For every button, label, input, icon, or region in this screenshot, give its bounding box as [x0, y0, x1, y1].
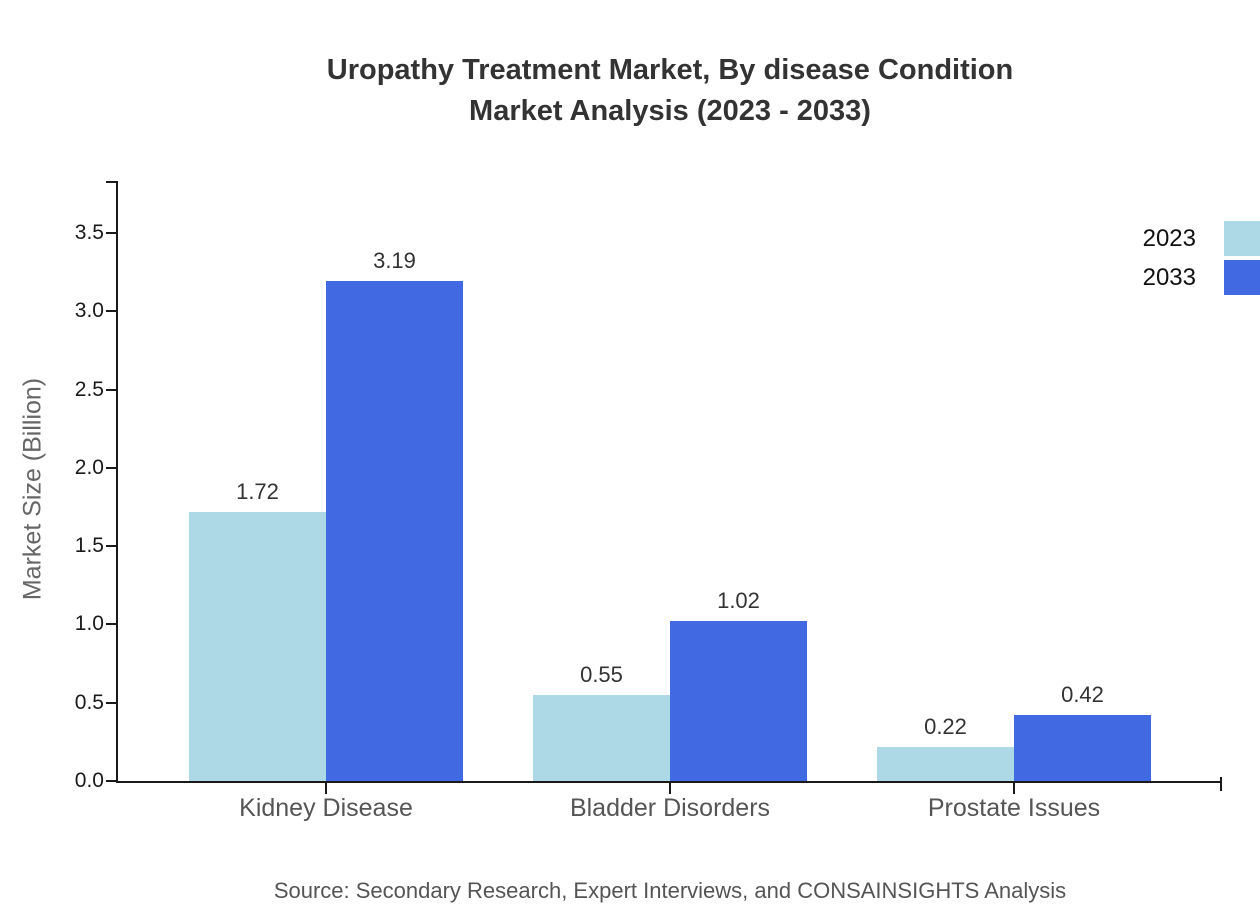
y-axis-title: Market Size (Billion): [18, 377, 47, 601]
bar-2023-bladder-disorders: [533, 694, 670, 781]
x-category-label-kidney-disease: Kidney Disease: [239, 794, 413, 822]
chart-title: Uropathy Treatment Market, By disease Co…: [118, 50, 1222, 132]
y-tick-label: 0.5: [74, 690, 104, 714]
x-tick-mark: [1013, 783, 1015, 794]
source-note: Source: Secondary Research, Expert Inter…: [273, 878, 1067, 903]
y-tick-label: 3.0: [74, 299, 104, 323]
bar-2023-kidney-disease: [189, 511, 326, 781]
y-tick-label: 1.5: [74, 534, 104, 558]
legend-label-2033: 2033: [1142, 264, 1196, 291]
legend-swatch-2033: [1224, 260, 1260, 295]
bar-value-label: 1.02: [717, 588, 760, 614]
bar-2033-prostate-issues: [1014, 715, 1151, 781]
bar-value-label: 0.42: [1061, 682, 1104, 708]
y-tick-mark: [106, 310, 116, 313]
legend-swatch-2023: [1224, 221, 1260, 256]
y-tick-mark: [106, 623, 116, 626]
x-axis-end-cap: [1220, 777, 1222, 791]
legend-label-2023: 2023: [1142, 225, 1196, 252]
y-axis-end-cap: [106, 181, 116, 183]
bar-value-label: 1.72: [236, 478, 279, 504]
y-tick-mark: [106, 545, 116, 548]
x-category-label-bladder-disorders: Bladder Disorders: [569, 794, 771, 822]
bar-value-label: 3.19: [373, 248, 416, 274]
bar-2023-prostate-issues: [877, 746, 1014, 781]
bar-value-label: 0.55: [580, 661, 623, 687]
y-tick-mark: [106, 466, 116, 469]
y-tick-label: 1.0: [74, 612, 104, 636]
bar-2033-bladder-disorders: [670, 621, 807, 781]
x-category-label-prostate-issues: Prostate Issues: [927, 794, 1101, 822]
y-tick-mark: [106, 701, 116, 704]
bar-value-label: 0.22: [924, 713, 967, 739]
y-tick-mark: [106, 388, 116, 391]
y-tick-label: 2.5: [74, 377, 104, 401]
chart-title-line1: Uropathy Treatment Market, By disease Co…: [326, 54, 1014, 86]
y-tick-mark: [106, 231, 116, 234]
y-tick-label: 0.0: [74, 769, 104, 792]
chart-title-line2: Market Analysis (2023 - 2033): [469, 95, 871, 127]
y-tick-label: 3.5: [74, 220, 104, 244]
bar-2033-kidney-disease: [326, 281, 463, 781]
y-axis-line: [116, 181, 118, 783]
y-tick-mark: [106, 780, 116, 782]
x-axis-line: [116, 781, 1222, 783]
x-tick-mark: [669, 783, 671, 794]
y-tick-label: 2.0: [74, 455, 104, 479]
x-tick-mark: [325, 783, 327, 794]
